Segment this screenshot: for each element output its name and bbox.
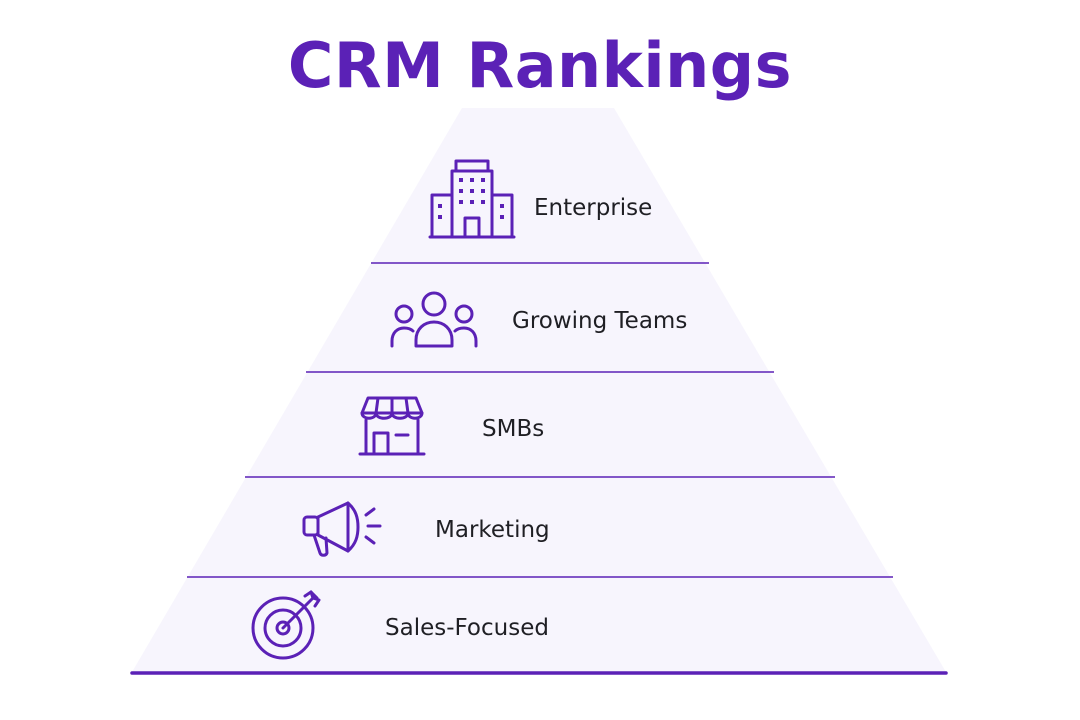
page-title: CRM Rankings [287,29,793,102]
tier-label-sales-focused: Sales-Focused [385,615,549,641]
target-arrow-icon [249,590,325,662]
tier-label-growing-teams: Growing Teams [512,308,688,334]
megaphone-icon [300,500,386,560]
tier-label-enterprise: Enterprise [534,195,653,221]
storefront-icon [358,395,426,459]
team-people-icon [388,290,480,350]
tier-label-marketing: Marketing [435,517,550,543]
office-building-icon [428,158,516,240]
tier-label-smbs: SMBs [482,416,545,442]
pyramid-body [132,108,946,672]
